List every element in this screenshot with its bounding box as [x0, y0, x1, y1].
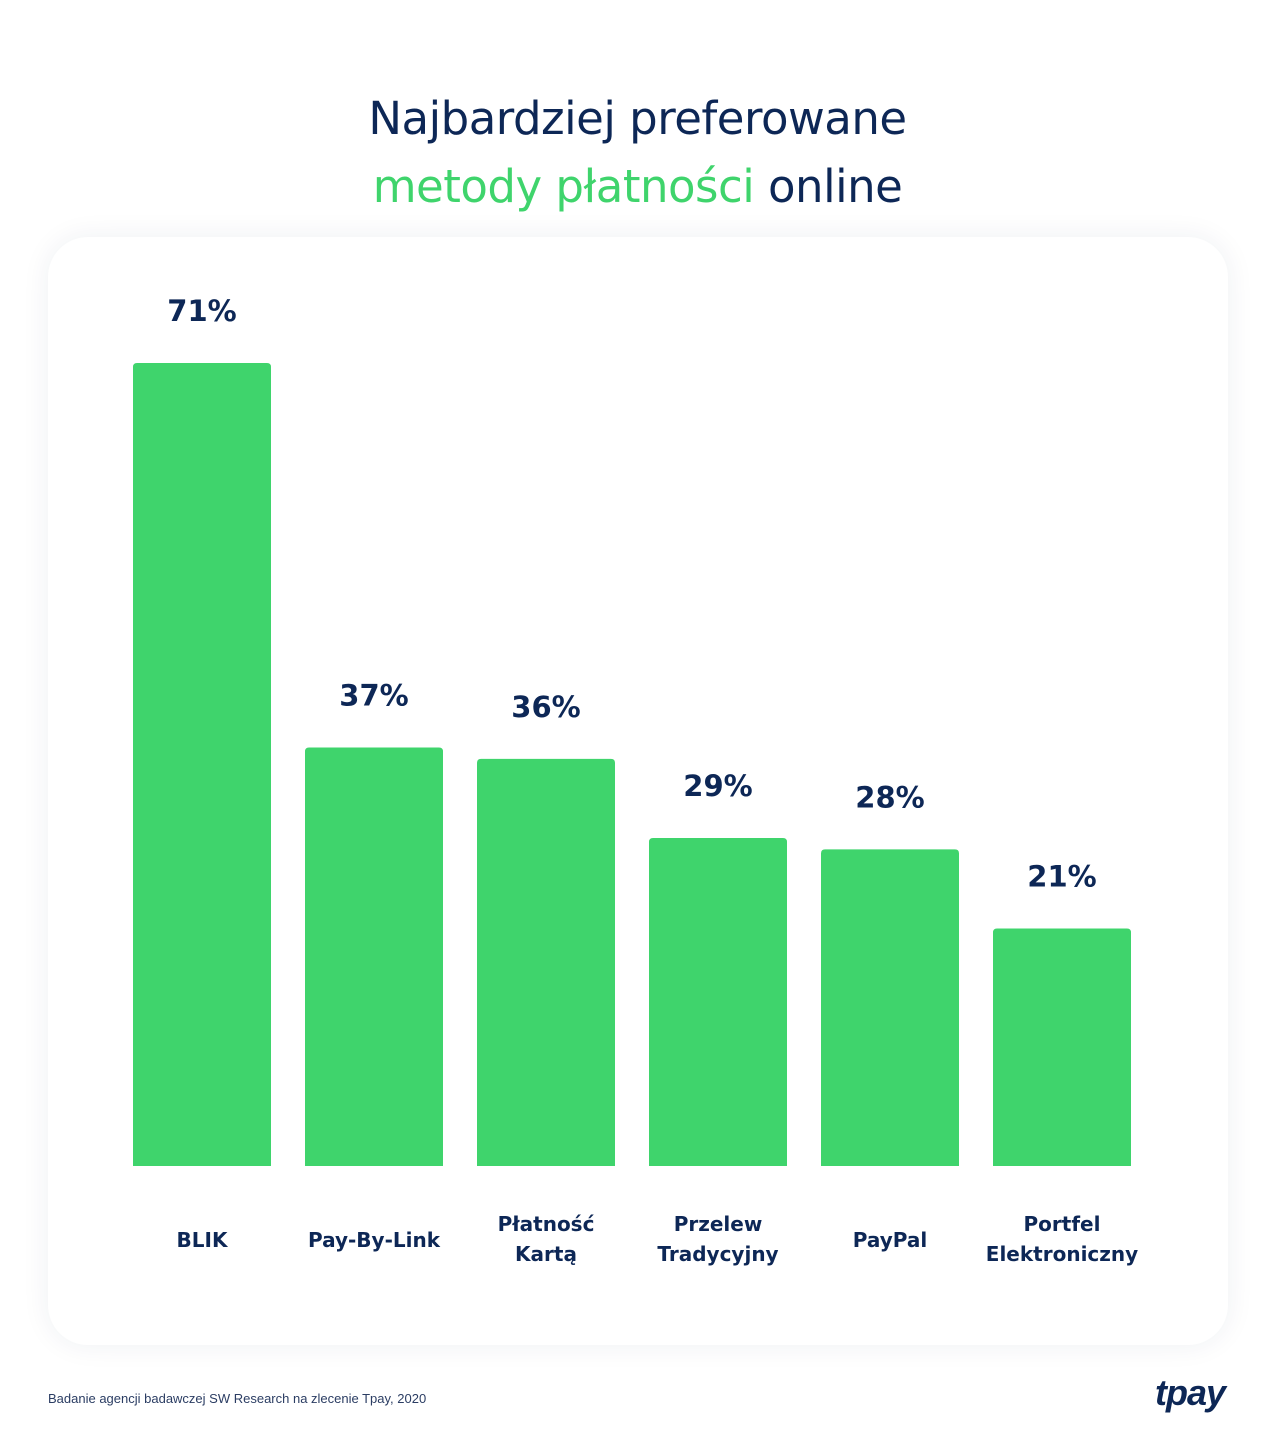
chart-title: Najbardziej preferowane metody płatności…	[0, 85, 1275, 221]
value-label: 37%	[339, 679, 408, 713]
value-label: 28%	[855, 780, 924, 814]
category-label: Przelew	[674, 1212, 763, 1236]
bar-0	[133, 363, 271, 1166]
bar-1	[305, 747, 443, 1166]
category-label: BLIK	[177, 1228, 229, 1252]
category-label: Portfel	[1024, 1212, 1101, 1236]
category-label: Pay-By-Link	[308, 1228, 441, 1252]
value-label: 29%	[683, 769, 752, 803]
title-rest: online	[754, 160, 903, 214]
category-label: Kartą	[515, 1242, 577, 1266]
category-label: Elektroniczny	[986, 1242, 1138, 1266]
category-label: Tradycyjny	[657, 1242, 778, 1266]
value-label: 71%	[167, 294, 236, 328]
title-line1: Najbardziej preferowane	[368, 92, 907, 146]
value-label: 21%	[1027, 859, 1096, 893]
bar-5	[993, 928, 1131, 1166]
tpay-logo: tpay	[1154, 1372, 1226, 1413]
bar-3	[649, 838, 787, 1166]
value-label: 36%	[511, 690, 580, 724]
bar-4	[821, 849, 959, 1166]
source-note: Badanie agencji badawczej SW Research na…	[48, 1391, 427, 1406]
category-label: Płatność	[498, 1212, 595, 1236]
category-label: PayPal	[853, 1228, 928, 1252]
bar-2	[477, 758, 615, 1166]
title-accent: metody płatności	[372, 160, 755, 214]
